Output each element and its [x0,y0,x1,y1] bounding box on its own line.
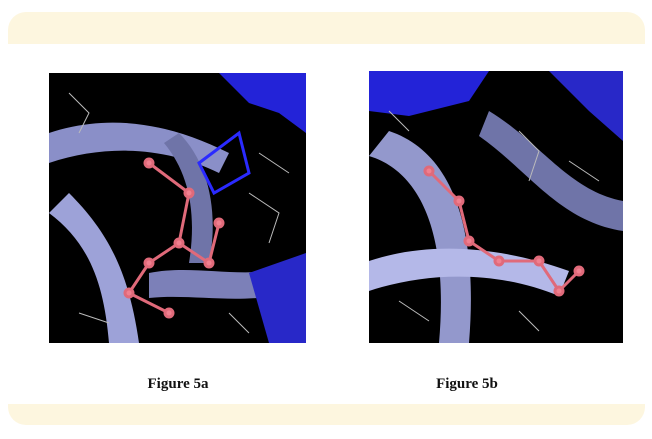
page: {"figures": [{"caption": "Figure 5a"}, {… [0,0,652,439]
figure-caption: Figure 5a [98,376,258,393]
molecule-image-b [369,71,623,343]
molecule-image-a [49,73,306,343]
figure-caption: Figure 5b [387,376,547,393]
